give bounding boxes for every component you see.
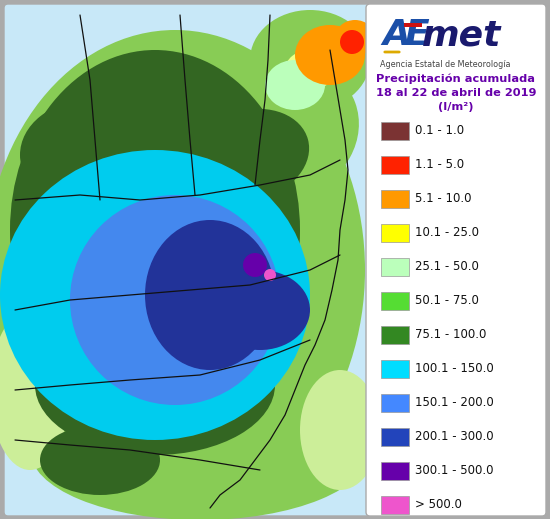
Text: 300.1 - 500.0: 300.1 - 500.0 [415, 465, 493, 477]
Text: 25.1 - 50.0: 25.1 - 50.0 [415, 261, 479, 274]
Bar [381, 326, 409, 344]
Text: 100.1 - 150.0: 100.1 - 150.0 [415, 362, 494, 376]
Text: 200.1 - 300.0: 200.1 - 300.0 [415, 430, 494, 444]
Text: 10.1 - 25.0: 10.1 - 25.0 [415, 226, 479, 239]
Ellipse shape [265, 60, 325, 110]
Text: met: met [422, 18, 502, 52]
Bar [381, 496, 409, 514]
Text: 150.1 - 200.0: 150.1 - 200.0 [415, 397, 494, 409]
Ellipse shape [20, 100, 160, 210]
Text: Agencia Estatal de Meteorología: Agencia Estatal de Meteorología [380, 60, 510, 69]
Ellipse shape [340, 30, 364, 54]
Ellipse shape [10, 90, 190, 270]
Ellipse shape [145, 220, 275, 370]
Bar [381, 258, 409, 276]
Text: 5.1 - 10.0: 5.1 - 10.0 [415, 193, 471, 206]
Ellipse shape [285, 50, 335, 90]
Ellipse shape [40, 425, 160, 495]
Ellipse shape [243, 253, 267, 277]
Ellipse shape [0, 310, 70, 470]
Ellipse shape [300, 370, 380, 490]
Ellipse shape [25, 315, 125, 395]
Text: 1.1 - 5.0: 1.1 - 5.0 [415, 158, 464, 171]
Text: 18 al 22 de abril de 2019: 18 al 22 de abril de 2019 [376, 88, 536, 98]
Ellipse shape [335, 20, 375, 56]
Bar [381, 156, 409, 174]
Text: 50.1 - 75.0: 50.1 - 75.0 [415, 294, 479, 307]
Bar [381, 428, 409, 446]
Text: Precipitación acumulada: Precipitación acumulada [377, 74, 536, 85]
Ellipse shape [250, 10, 370, 110]
Ellipse shape [0, 150, 310, 440]
Ellipse shape [201, 59, 359, 201]
Ellipse shape [10, 50, 300, 410]
Bar [381, 394, 409, 412]
Ellipse shape [210, 270, 310, 350]
Ellipse shape [30, 380, 370, 519]
Text: 0.1 - 1.0: 0.1 - 1.0 [415, 125, 464, 138]
Bar [381, 122, 409, 140]
FancyBboxPatch shape [4, 4, 376, 516]
Text: E: E [404, 18, 428, 52]
Text: A: A [382, 18, 410, 52]
Bar [381, 224, 409, 242]
Bar [381, 360, 409, 378]
Ellipse shape [264, 269, 276, 281]
Ellipse shape [191, 109, 309, 201]
FancyBboxPatch shape [366, 4, 546, 516]
Ellipse shape [70, 195, 280, 405]
Text: > 500.0: > 500.0 [415, 499, 462, 512]
Text: (l/m²): (l/m²) [438, 102, 474, 112]
Bar [404, 23, 422, 27]
Bar [381, 190, 409, 208]
Bar [381, 462, 409, 480]
Bar [381, 292, 409, 310]
Ellipse shape [295, 25, 365, 85]
Text: 75.1 - 100.0: 75.1 - 100.0 [415, 329, 486, 342]
Ellipse shape [0, 30, 365, 510]
Ellipse shape [35, 315, 275, 455]
